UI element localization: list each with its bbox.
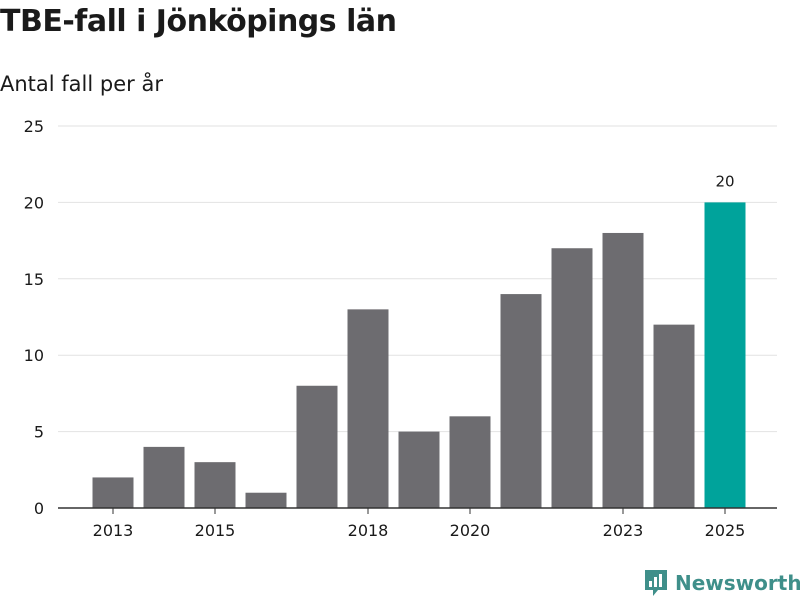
x-tick-label: 2025 [705,521,746,540]
x-tick-label: 2018 [348,521,389,540]
bar-2017 [296,385,338,508]
y-tick-label: 25 [24,117,44,136]
y-tick-label: 5 [34,423,44,442]
x-axis-tick-labels: 2013 2015 2018 2020 2023 2025 [93,508,746,540]
bar-2016 [245,492,287,508]
bar-2018 [347,309,389,508]
bar-2021 [500,294,542,508]
bar-2013 [92,477,134,508]
bar-2025 [704,202,746,508]
x-tick-label: 2013 [93,521,134,540]
data-labels: 20 [715,172,734,190]
x-tick-label: 2023 [603,521,644,540]
x-tick-label: 2020 [450,521,491,540]
newsworthy-brand-name: Newsworthy [675,571,800,595]
newsworthy-logo-icon [645,570,667,596]
bar-2015 [194,462,236,508]
bar-2023 [602,232,644,508]
y-tick-label: 0 [34,499,44,518]
x-tick-label: 2015 [195,521,236,540]
y-tick-label: 10 [24,346,44,365]
bar-2020 [449,416,491,508]
data-label-2025: 20 [715,172,734,190]
bar-2024 [653,324,695,508]
bar-2019 [398,431,440,508]
chart-subtitle: Antal fall per år [0,72,163,96]
y-axis-tick-labels: 0 5 10 15 20 25 [24,117,44,518]
newsworthy-brand: Newsworthy [643,568,800,598]
y-tick-label: 15 [24,270,44,289]
y-tick-label: 20 [24,193,44,212]
chart-title: TBE-fall i Jönköpings län [0,4,397,39]
bar-2022 [551,248,593,509]
bar-2014 [143,446,185,508]
bars [92,202,746,509]
